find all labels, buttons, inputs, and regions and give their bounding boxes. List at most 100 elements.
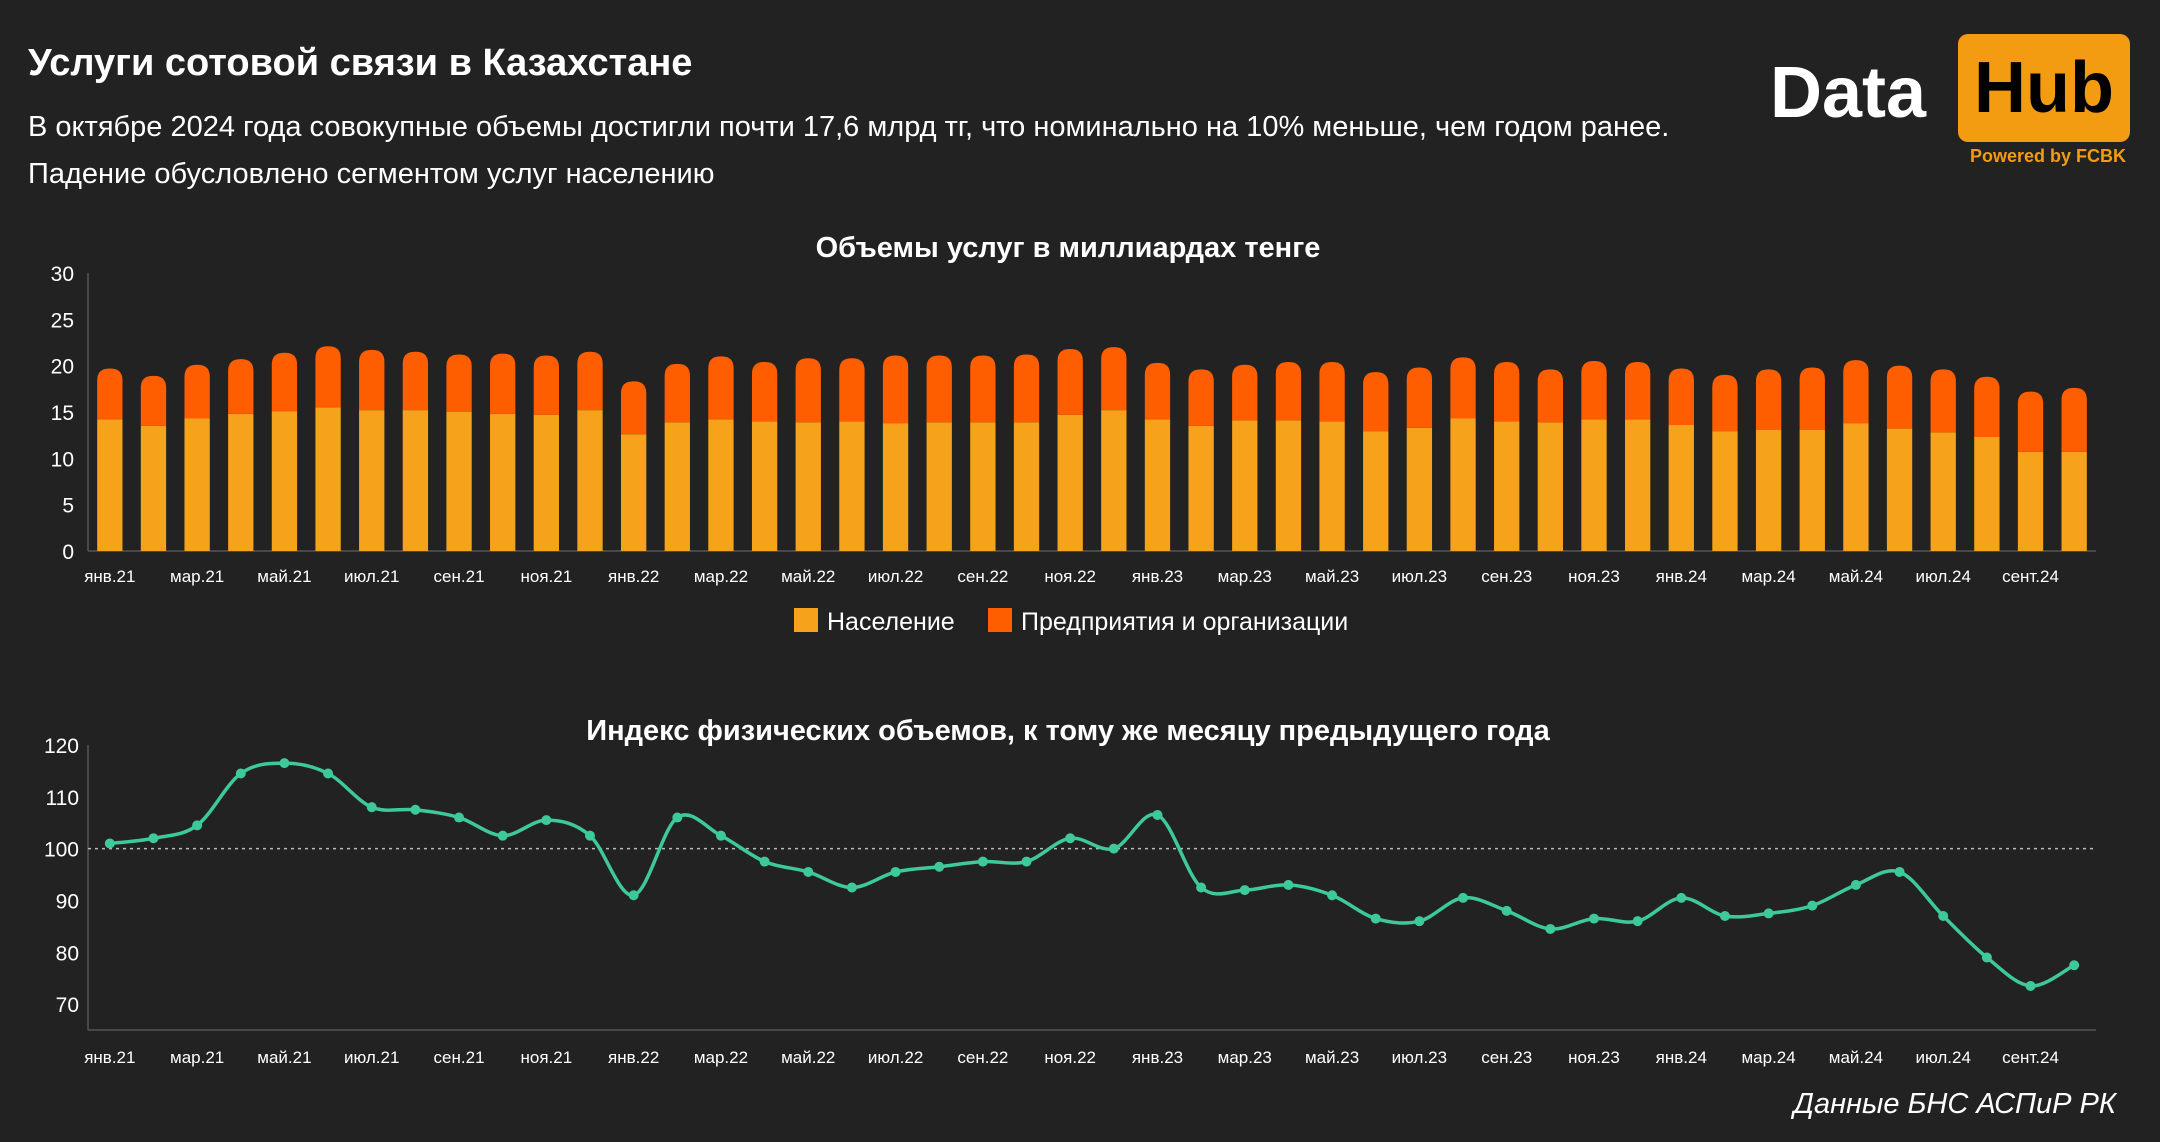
bar-x-tick-label: мар.23	[1218, 567, 1272, 586]
bar-population	[533, 414, 560, 551]
bar-business	[1144, 362, 1171, 420]
bar-business	[1712, 374, 1738, 432]
legend-swatch-population	[794, 608, 818, 632]
index-point	[1458, 892, 1469, 903]
bar-business	[1406, 367, 1433, 428]
bar-x-tick-label: май.21	[257, 567, 311, 586]
bar-population	[1275, 420, 1302, 551]
index-point	[628, 890, 639, 901]
bar-x-tick-label: май.23	[1305, 567, 1359, 586]
bar-population	[882, 423, 909, 551]
bar-business	[1886, 365, 1913, 429]
bar-business	[620, 381, 647, 435]
bar-y-tick-label: 20	[51, 356, 74, 379]
bar-population	[228, 413, 254, 551]
index-point	[1763, 908, 1774, 919]
index-point	[846, 882, 857, 893]
bar-y-tick-label: 10	[51, 448, 74, 471]
bar-y-tick-label: 0	[62, 541, 74, 564]
bar-y-tick-label: 5	[62, 495, 74, 518]
bar-x-tick-label: янв.23	[1132, 567, 1183, 586]
bar-population	[1624, 419, 1651, 551]
index-point	[1152, 809, 1163, 820]
bar-business	[140, 375, 167, 426]
line-x-tick-label: ноя.21	[521, 1048, 573, 1067]
index-point	[104, 838, 115, 849]
index-point	[1632, 916, 1643, 927]
bar-population	[2061, 451, 2087, 551]
index-point	[541, 815, 552, 826]
bar-x-tick-label: янв.22	[608, 567, 659, 586]
line-x-tick-label: янв.21	[84, 1048, 135, 1067]
bar-population	[1450, 418, 1476, 551]
index-point	[1589, 913, 1599, 924]
logo-hub-badge: Hub	[1958, 34, 2130, 142]
bar-x-tick-label: ноя.22	[1044, 567, 1096, 586]
index-point	[1501, 905, 1512, 916]
bar-x-tick-label: мар.21	[170, 567, 224, 586]
line-x-tick-label: май.21	[257, 1048, 311, 1067]
bar-x-tick-label: мар.24	[1741, 567, 1795, 586]
bar-population	[1843, 423, 1869, 551]
bar-business	[1450, 357, 1476, 419]
bar-business	[1319, 361, 1345, 422]
bar-x-tick-label: сен.22	[957, 567, 1008, 586]
bar-population	[664, 422, 690, 551]
bar-business	[1668, 368, 1694, 425]
bar-business	[1843, 360, 1869, 424]
index-point	[1938, 911, 1949, 921]
index-point	[934, 861, 945, 872]
line-x-tick-label: мар.21	[170, 1048, 224, 1067]
index-line	[109, 761, 2076, 988]
bar-population	[1537, 422, 1564, 551]
bar-business	[1232, 364, 1258, 421]
bar-population	[1319, 421, 1345, 551]
index-point	[1981, 952, 1992, 963]
bar-business	[1799, 367, 1825, 430]
bar-business	[664, 363, 690, 423]
bar-business	[359, 349, 385, 411]
bar-population	[1363, 431, 1389, 551]
bar-x-tick-label: сент.24	[2002, 567, 2059, 586]
line-x-tick-label: июл.22	[868, 1048, 923, 1067]
bar-business	[970, 355, 996, 423]
legend-label-population: Население	[827, 608, 955, 636]
bar-population	[2017, 451, 2044, 551]
bar-business	[1755, 369, 1782, 430]
bar-y-tick-label: 30	[51, 263, 74, 286]
bar-population	[970, 422, 996, 551]
line-chart-title: Индекс физических объемов, к тому же мес…	[586, 715, 1550, 747]
line-y-tick-label: 70	[56, 994, 79, 1017]
index-point	[1239, 885, 1250, 896]
index-point	[890, 866, 901, 877]
index-point	[803, 866, 814, 877]
line-x-tick-label: мар.24	[1741, 1048, 1795, 1067]
bar-business	[184, 364, 210, 419]
bar-population	[839, 421, 865, 551]
index-point	[2025, 980, 2036, 991]
index-point	[977, 856, 988, 867]
index-point	[1021, 856, 1032, 867]
bar-business	[1974, 376, 2000, 438]
bar-business	[446, 354, 472, 412]
bar-business	[795, 358, 821, 423]
index-point	[1894, 866, 1905, 877]
index-point	[1414, 916, 1425, 927]
bar-population	[926, 422, 952, 551]
page-title: Услуги сотовой связи в Казахстане	[28, 42, 693, 84]
index-point	[366, 802, 377, 813]
bar-x-tick-label: янв.21	[84, 567, 135, 586]
bar-population	[315, 407, 341, 551]
line-x-tick-label: янв.24	[1656, 1048, 1707, 1067]
bar-population	[1057, 414, 1083, 551]
bar-population	[1712, 431, 1738, 551]
bar-population	[1232, 420, 1258, 551]
line-x-tick-label: сен.22	[957, 1048, 1008, 1067]
bar-business	[1013, 354, 1040, 423]
logo-data-text: Data	[1770, 53, 1927, 133]
bar-population	[620, 434, 647, 551]
line-y-tick-label: 80	[56, 942, 79, 965]
bar-business	[1363, 372, 1389, 432]
bar-business	[490, 353, 516, 414]
